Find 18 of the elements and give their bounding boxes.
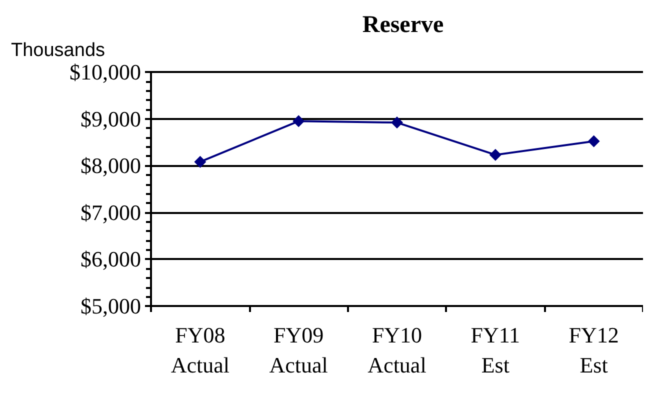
y-tick-label: $7,000 xyxy=(80,200,141,225)
point xyxy=(391,116,403,129)
point xyxy=(588,135,600,148)
x-tick-label: FY12 Est xyxy=(568,322,619,378)
x-tick-label: FY10 Actual xyxy=(368,322,426,378)
y-tick-label: $5,000 xyxy=(80,294,141,318)
point xyxy=(194,156,206,168)
y-axis-title: Thousands xyxy=(11,40,106,61)
y-tick-label: $6,000 xyxy=(80,246,141,272)
point xyxy=(489,148,502,161)
y-tick-label: $8,000 xyxy=(80,153,141,178)
chart-title: Reserve xyxy=(362,12,444,38)
x-tick-label: FY08 Actual xyxy=(170,322,230,378)
y-tick-label: $10,000 xyxy=(70,60,141,84)
x-tick-label: FY11 Est xyxy=(470,322,520,378)
y-tick-label: $9,000 xyxy=(80,106,141,132)
point xyxy=(292,115,305,128)
x-tick-label: FY09 Actual xyxy=(269,322,328,378)
